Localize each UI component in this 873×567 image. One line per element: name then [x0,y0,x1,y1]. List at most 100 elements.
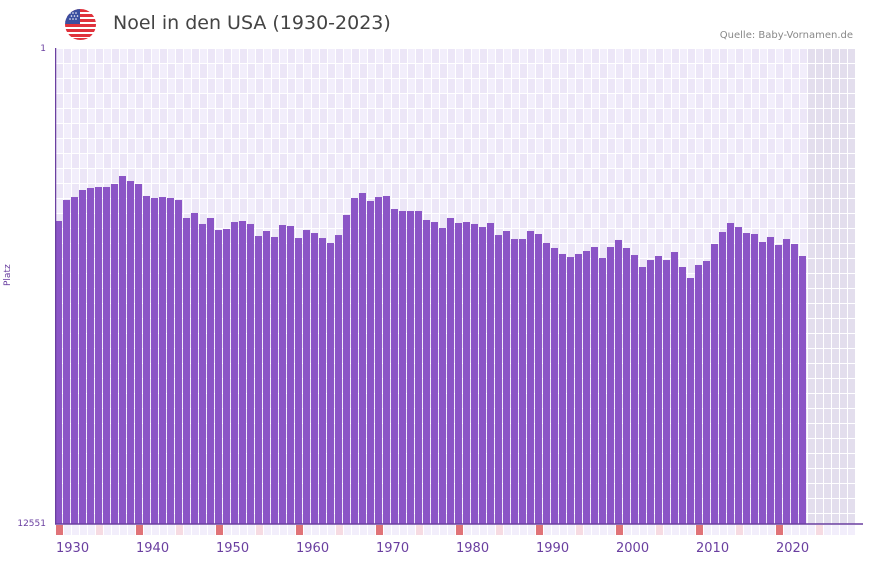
bar-1938[interactable] [119,176,126,524]
bar-1991[interactable] [543,242,550,524]
bar-1970[interactable] [375,197,382,524]
bar-2002[interactable] [631,255,638,525]
bar-1948[interactable] [199,223,206,524]
bar-1983[interactable] [479,227,486,524]
bar-1969[interactable] [367,201,374,524]
bar-1965[interactable] [335,235,342,524]
bar-1975[interactable] [415,211,422,524]
bar-2020[interactable] [775,244,782,525]
bar-1986[interactable] [503,231,510,525]
bar-1999[interactable] [607,247,614,525]
bar-1963[interactable] [319,238,326,524]
bar-1946[interactable] [183,217,190,525]
bar-1964[interactable] [327,242,334,524]
bar-2007[interactable] [671,252,678,525]
bar-1950[interactable] [215,230,222,524]
bar-1954[interactable] [247,223,254,524]
bar-1941[interactable] [143,195,150,525]
bar-1949[interactable] [207,217,214,525]
bar-1940[interactable] [135,184,142,524]
bar-1935[interactable] [95,187,102,524]
bar-1974[interactable] [407,211,414,524]
year-marker [520,525,527,535]
bar-1962[interactable] [311,233,318,524]
bar-1994[interactable] [567,257,574,524]
bar-2013[interactable] [719,232,726,524]
bar-1968[interactable] [359,192,366,524]
year-marker [448,525,455,535]
bar-2017[interactable] [751,234,758,525]
bar-2010[interactable] [695,264,702,524]
bar-1979[interactable] [447,217,454,525]
bar-2011[interactable] [703,261,710,524]
bar-1966[interactable] [343,214,350,525]
bar-2005[interactable] [655,255,662,524]
bar-1987[interactable] [511,239,518,525]
bar-1977[interactable] [431,222,438,524]
bar-2000[interactable] [615,239,622,524]
bar-1959[interactable] [287,225,294,525]
bar-2003[interactable] [639,266,646,524]
bar-1961[interactable] [303,230,310,524]
bar-2004[interactable] [647,260,654,524]
bar-1932[interactable] [71,197,78,524]
bar-1957[interactable] [271,236,278,525]
bar-1985[interactable] [495,235,502,524]
bar-1976[interactable] [423,220,430,525]
bar-1942[interactable] [151,198,158,524]
bar-2022[interactable] [791,244,798,525]
bar-1973[interactable] [399,211,406,524]
bar-2014[interactable] [727,223,734,525]
bar-1931[interactable] [63,200,70,524]
bar-2008[interactable] [679,266,686,524]
bar-1971[interactable] [383,195,390,525]
year-marker [96,525,103,535]
bar-2009[interactable] [687,277,694,524]
bar-1981[interactable] [463,222,470,524]
bar-2006[interactable] [663,260,670,524]
bar-1960[interactable] [295,238,302,524]
bar-1982[interactable] [471,223,478,524]
bar-1995[interactable] [575,253,582,524]
bar-1937[interactable] [111,184,118,524]
bar-1947[interactable] [191,212,198,525]
bar-1984[interactable] [487,223,494,525]
bar-1936[interactable] [103,187,110,524]
bar-1980[interactable] [455,223,462,525]
bar-1939[interactable] [127,181,134,524]
bar-2018[interactable] [759,242,766,525]
bar-1992[interactable] [551,247,558,524]
bar-1943[interactable] [159,197,166,524]
bar-1945[interactable] [175,200,182,524]
bar-1956[interactable] [263,231,270,525]
bar-2012[interactable] [711,244,718,525]
bar-2015[interactable] [735,227,742,524]
bar-1952[interactable] [231,222,238,524]
bar-1996[interactable] [583,250,590,524]
year-marker [352,525,359,535]
bar-1933[interactable] [79,190,86,524]
bar-1951[interactable] [223,228,230,525]
bar-2021[interactable] [783,239,790,525]
bar-1955[interactable] [255,236,262,525]
bar-1998[interactable] [599,258,606,524]
bar-1967[interactable] [351,198,358,524]
bar-1997[interactable] [591,247,598,525]
bar-1934[interactable] [87,187,94,525]
year-marker [104,525,111,535]
year-marker [240,525,247,535]
bar-1978[interactable] [439,228,446,525]
bar-2001[interactable] [623,247,630,524]
bar-1993[interactable] [559,253,566,524]
bar-1930[interactable] [55,220,62,525]
bar-2019[interactable] [767,236,774,525]
bar-2023[interactable] [799,255,806,524]
bar-1953[interactable] [239,220,246,525]
bar-1988[interactable] [519,239,526,525]
bar-1972[interactable] [391,209,398,524]
bar-2016[interactable] [743,233,750,524]
bar-1990[interactable] [535,234,542,525]
bar-1958[interactable] [279,225,286,524]
bar-1989[interactable] [527,231,534,525]
bar-1944[interactable] [167,198,174,524]
